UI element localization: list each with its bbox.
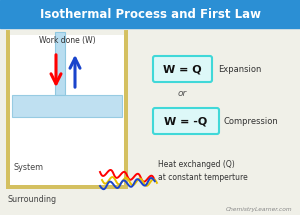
Bar — [12, 95, 122, 117]
Text: Surrounding: Surrounding — [8, 195, 57, 204]
Text: System: System — [14, 163, 44, 172]
FancyBboxPatch shape — [153, 108, 219, 134]
Text: ChemistryLearner.com: ChemistryLearner.com — [225, 207, 292, 212]
Text: Expansion: Expansion — [218, 64, 261, 74]
Text: Heat exchanged (Q)
at constant temperture: Heat exchanged (Q) at constant tempertur… — [158, 160, 248, 182]
Text: Isothermal Process and First Law: Isothermal Process and First Law — [40, 8, 260, 20]
Bar — [0, 0, 300, 28]
Text: Compression: Compression — [223, 117, 278, 126]
Bar — [55, 32, 65, 95]
Text: W = Q: W = Q — [163, 64, 202, 74]
Text: W = -Q: W = -Q — [164, 116, 208, 126]
Bar — [8, 32, 126, 187]
Text: or: or — [178, 89, 187, 98]
Text: Work done (W): Work done (W) — [39, 36, 95, 45]
FancyBboxPatch shape — [153, 56, 212, 82]
Bar — [7, 30, 127, 35]
